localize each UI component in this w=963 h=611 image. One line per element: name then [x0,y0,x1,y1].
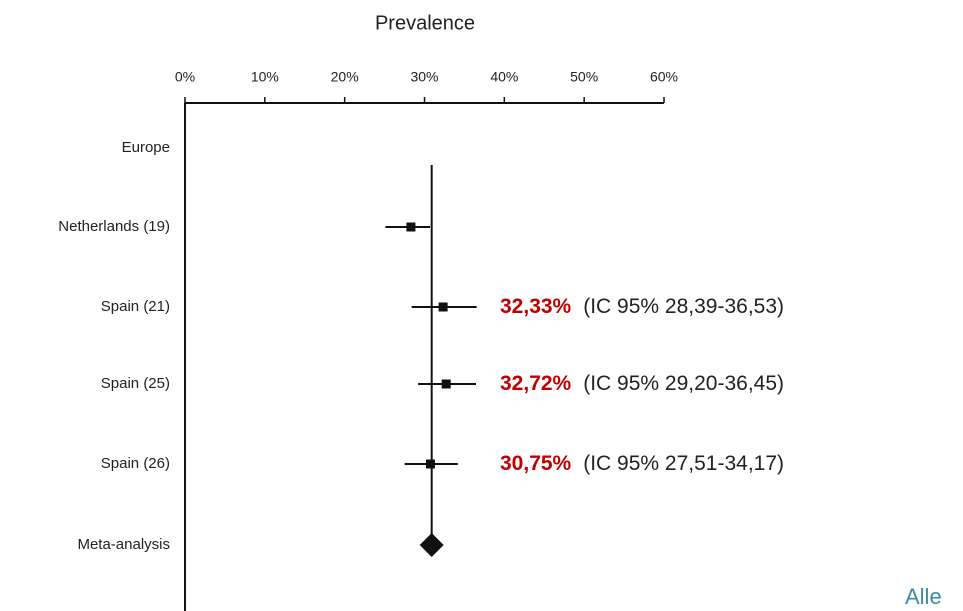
annotation: 32,72% (IC 95% 29,20-36,45) [500,372,784,395]
annotation: 32,33% (IC 95% 28,39-36,53) [500,295,784,318]
category-label: Spain (25) [101,375,170,392]
point-estimate [425,459,435,469]
ci-label: (IC 95% 28,39-36,53) [583,295,784,318]
chart-title: Prevalence [375,12,475,34]
value-label: 30,75% [500,452,572,475]
ci-label: (IC 95% 27,51-34,17) [583,452,784,475]
point-estimate [406,222,416,232]
x-tick-label: 20% [331,69,359,85]
value-label: 32,33% [500,295,572,318]
category-label: Europe [122,139,170,156]
point-estimate [441,379,451,389]
annotation: 30,75% (IC 95% 27,51-34,17) [500,452,784,475]
category-label: Meta-analysis [77,536,170,553]
value-label: 32,72% [500,372,572,395]
category-label: Spain (21) [101,298,170,315]
category-label: Netherlands (19) [58,218,170,235]
x-tick-label: 50% [570,69,598,85]
summary-diamond [419,533,444,557]
category-label: Spain (26) [101,455,170,472]
point-estimate [438,302,448,312]
x-tick-label: 60% [650,69,678,85]
x-tick-label: 30% [410,69,438,85]
x-tick-label: 10% [251,69,279,85]
footer-text: Alle [905,584,942,609]
x-tick-label: 0% [175,69,195,85]
x-tick-label: 40% [490,69,518,85]
ci-label: (IC 95% 29,20-36,45) [583,372,784,395]
